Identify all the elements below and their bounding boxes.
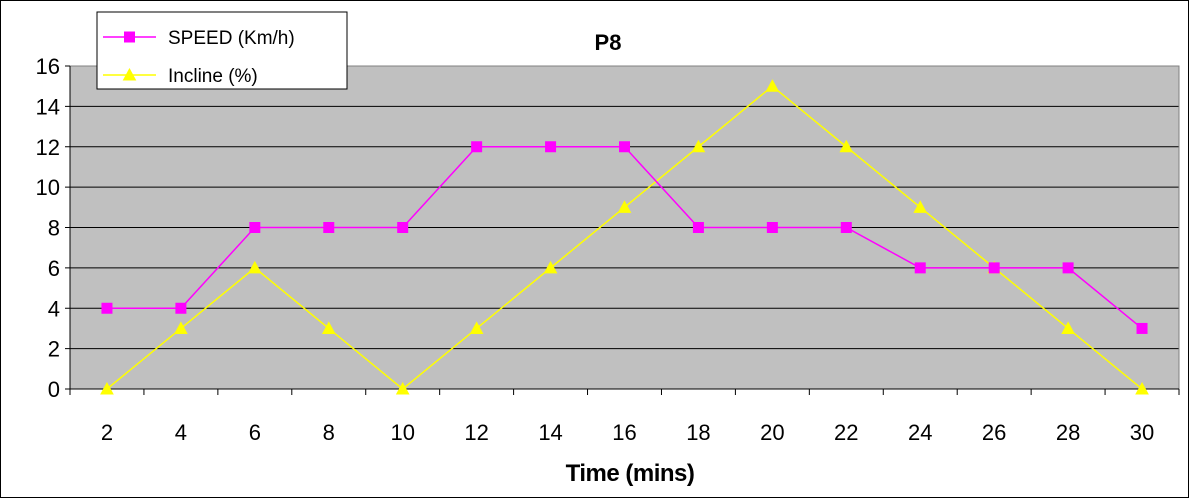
series-square: [101, 141, 1148, 334]
x-axis-ticks: 2 4 6 8 10 12 14 16 18 20 22 24 26 28 30: [69, 389, 1180, 445]
data-point: [397, 222, 409, 233]
data-point: [840, 222, 852, 233]
y-tick-label: 4: [48, 296, 60, 321]
x-tick-label: 16: [612, 420, 636, 445]
data-point: [1061, 321, 1075, 334]
legend-label: SPEED (Km/h): [168, 28, 295, 49]
x-tick-label: 14: [538, 420, 562, 445]
x-tick-label: 20: [760, 420, 784, 445]
data-point: [914, 262, 926, 274]
data-point: [988, 262, 1000, 274]
data-point: [100, 381, 114, 395]
x-tick-label: 6: [249, 420, 261, 445]
chart-title: P8: [595, 30, 622, 55]
x-tick-label: 30: [1130, 420, 1154, 445]
x-tick-label: 22: [834, 420, 858, 445]
x-tick-label: 18: [686, 420, 710, 445]
data-point: [249, 222, 261, 233]
y-tick-label: 8: [48, 216, 60, 241]
legend-label: Incline (%): [168, 66, 258, 87]
y-tick-label: 6: [48, 256, 60, 281]
data-point: [469, 321, 484, 334]
legend: SPEED (Km/h) Incline (%): [96, 11, 348, 90]
data-point: [765, 79, 780, 92]
data-point: [692, 222, 704, 233]
data-point: [1135, 381, 1149, 395]
x-tick-label: 28: [1056, 420, 1080, 445]
legend-box: [96, 11, 348, 90]
data-point: [323, 222, 335, 233]
x-tick-label: 12: [464, 420, 488, 445]
data-point: [545, 141, 557, 153]
data-point: [543, 260, 558, 274]
data-point: [175, 302, 187, 314]
data-point: [691, 139, 706, 153]
y-axis-ticks: 0 2 4 6 8 10 12 14 16: [36, 54, 70, 402]
y-tick-label: 10: [36, 175, 60, 200]
data-point: [471, 141, 483, 153]
data-point: [247, 260, 262, 274]
series-layer: [100, 79, 1149, 395]
y-tick-label: 2: [48, 337, 60, 362]
x-tick-label: 24: [908, 420, 932, 445]
x-tick-label: 2: [101, 420, 113, 445]
legend-marker: [122, 67, 137, 81]
y-tick-label: 12: [36, 135, 60, 160]
data-point: [1062, 262, 1074, 274]
legend-marker: [124, 31, 135, 43]
data-point: [617, 200, 632, 213]
data-point: [395, 381, 410, 395]
x-tick-label: 26: [982, 420, 1006, 445]
data-point: [913, 200, 928, 213]
data-point: [1136, 322, 1148, 334]
y-tick-label: 0: [48, 377, 60, 402]
series-triangle: [100, 79, 1149, 395]
x-axis-label: Time (mins): [566, 460, 695, 487]
x-tick-label: 4: [175, 420, 187, 445]
y-tick-label: 16: [36, 54, 60, 79]
y-tick-label: 14: [36, 94, 60, 119]
x-tick-label: 8: [323, 420, 335, 445]
data-point: [766, 222, 778, 233]
data-point: [321, 321, 336, 334]
data-point: [174, 321, 188, 334]
data-point: [839, 139, 854, 153]
x-tick-label: 10: [390, 420, 414, 445]
data-point: [619, 141, 630, 153]
data-point: [101, 302, 113, 314]
